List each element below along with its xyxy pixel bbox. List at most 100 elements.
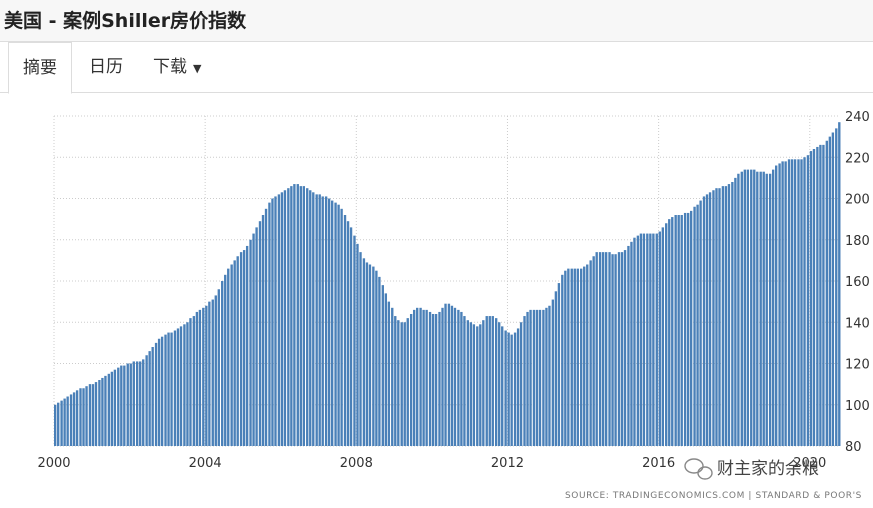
bar: [542, 309, 545, 446]
bar: [139, 361, 142, 446]
bar: [482, 320, 485, 446]
bar: [686, 212, 690, 446]
bar: [476, 326, 479, 446]
bar: [469, 322, 473, 446]
bar: [463, 316, 466, 446]
bar: [391, 307, 394, 446]
bar: [321, 196, 324, 446]
bar: [611, 254, 614, 446]
bar: [425, 309, 428, 446]
bar: [387, 301, 391, 446]
bar: [249, 239, 252, 446]
bar: [812, 149, 816, 446]
bar: [205, 305, 208, 446]
bar: [186, 322, 189, 446]
bar: [368, 264, 372, 446]
bar: [835, 128, 838, 446]
bar: [488, 316, 491, 446]
page-title: 美国 - 案例Shiller房价指数: [4, 10, 247, 32]
bar: [759, 171, 762, 446]
bar: [315, 194, 318, 446]
bar: [604, 252, 608, 446]
bar: [224, 274, 227, 446]
tab[interactable]: 日历: [89, 57, 123, 77]
bar: [444, 303, 447, 446]
bar: [290, 186, 293, 446]
bar: [179, 326, 183, 446]
bar: [453, 307, 457, 446]
bar: [551, 299, 555, 446]
title-bar: 美国 - 案例Shiller房价指数: [0, 0, 873, 42]
bar: [822, 144, 825, 446]
bar: [202, 307, 205, 446]
tab[interactable]: 摘要: [8, 42, 72, 94]
bar: [516, 328, 520, 446]
bar: [768, 173, 772, 446]
bar: [101, 377, 104, 446]
bar: [816, 146, 819, 446]
x-tick-label: 2016: [642, 456, 675, 471]
tab[interactable]: 下载 ▼: [139, 42, 201, 92]
bar: [268, 202, 271, 446]
bar: [434, 314, 438, 446]
bar: [831, 132, 835, 446]
bar: [400, 322, 403, 446]
bar: [838, 122, 841, 446]
dropdown-caret: ▼: [193, 62, 202, 75]
bar: [787, 159, 791, 446]
bar: [173, 330, 177, 446]
bar: [642, 233, 646, 446]
bar: [142, 359, 145, 446]
bar: [79, 388, 82, 446]
bar: [255, 227, 258, 446]
bar: [639, 233, 643, 446]
bar: [567, 268, 570, 446]
bar: [91, 384, 95, 446]
bar: [217, 289, 220, 446]
bar: [57, 402, 60, 446]
bar: [715, 188, 718, 446]
bar: [239, 252, 243, 446]
bar: [806, 155, 810, 446]
bar: [708, 192, 712, 446]
bar: [627, 245, 630, 446]
bar: [595, 252, 598, 446]
bar: [230, 264, 233, 446]
bar: [466, 320, 470, 446]
bar: [123, 365, 126, 446]
bar: [136, 361, 139, 446]
bar: [428, 311, 432, 446]
bar: [75, 390, 79, 446]
bar: [394, 316, 397, 446]
tab-label[interactable]: 下载: [153, 57, 187, 77]
bar: [198, 309, 202, 446]
bar: [589, 260, 592, 446]
bar: [797, 159, 800, 446]
bar: [608, 252, 611, 446]
bar: [349, 227, 353, 446]
bar: [274, 196, 277, 446]
bar: [306, 188, 309, 446]
bar: [699, 200, 702, 446]
bar: [151, 347, 154, 446]
bar: [750, 169, 753, 446]
bar: [557, 283, 561, 446]
bar: [343, 215, 347, 446]
bar: [712, 190, 715, 446]
bar: [195, 311, 199, 446]
bar: [668, 219, 671, 446]
bar: [129, 363, 132, 446]
bar: [583, 266, 586, 446]
bar: [636, 235, 640, 446]
bar: [82, 388, 85, 446]
bar: [88, 384, 92, 446]
bar: [680, 215, 683, 446]
y-tick-label: 200: [845, 193, 870, 208]
bar: [731, 182, 734, 446]
bar: [120, 365, 123, 446]
bar: [649, 233, 652, 446]
x-tick-label: 2000: [37, 456, 70, 471]
bar: [406, 318, 409, 446]
bar: [309, 190, 312, 446]
bar: [620, 252, 624, 446]
